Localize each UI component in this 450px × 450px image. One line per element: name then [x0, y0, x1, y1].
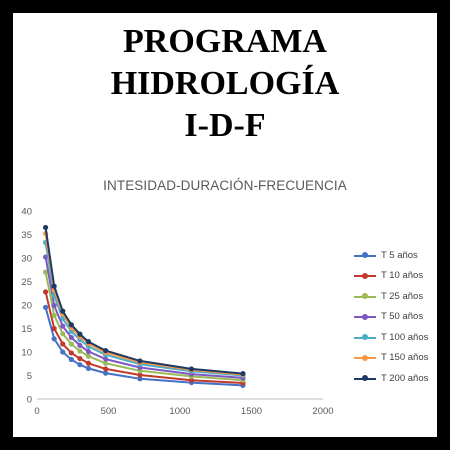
- data-point: [42, 224, 49, 231]
- legend-label: T 25 años: [381, 290, 424, 302]
- program-heading: PROGRAMA HIDROLOGÍA I-D-F: [13, 21, 437, 147]
- series-line-3: [44, 271, 243, 382]
- y-tick-label: 25: [21, 277, 32, 288]
- data-point: [51, 302, 57, 309]
- heading-line-2: HIDROLOGÍA: [110, 65, 340, 102]
- data-point: [188, 377, 195, 383]
- idf-chart: 0 5 10 15 20 25 30 35 40 0 500 1000 1500 2000: [21, 207, 333, 418]
- legend-swatch: [354, 251, 376, 260]
- legend-item-3: T 25 años: [354, 286, 428, 307]
- y-tick-label: 0: [27, 395, 32, 406]
- data-point: [77, 331, 83, 337]
- y-tick-label: 40: [21, 207, 32, 218]
- series-line-1: [44, 307, 243, 387]
- y-tick-label: 10: [21, 348, 32, 359]
- data-point: [85, 348, 92, 355]
- series-line-5: [44, 242, 243, 377]
- x-tick-label: 500: [101, 406, 117, 417]
- legend-label: T 150 años: [381, 352, 429, 364]
- data-point: [60, 323, 66, 329]
- data-point: [42, 304, 49, 310]
- data-point: [103, 347, 109, 354]
- y-tick-label: 35: [21, 230, 32, 241]
- y-tick-label: 15: [21, 324, 32, 335]
- data-point: [85, 353, 92, 359]
- series-line-4: [44, 256, 243, 379]
- legend-label: T 100 años: [381, 331, 429, 343]
- data-point: [103, 360, 109, 366]
- data-point: [85, 360, 92, 366]
- data-point: [60, 349, 66, 355]
- data-point: [51, 283, 57, 289]
- data-point: [103, 356, 109, 362]
- data-point: [103, 366, 109, 372]
- data-point: [51, 325, 57, 332]
- data-point: [77, 355, 83, 362]
- heading-line-1: PROGRAMA: [123, 23, 327, 60]
- chart-legend: T 5 años T 10 años T 25 años T 50 años T 100…: [354, 245, 428, 389]
- y-tick-label: 5: [27, 371, 32, 382]
- data-point: [103, 370, 109, 376]
- y-tick-label: 30: [21, 254, 32, 265]
- data-point: [240, 371, 246, 377]
- series-line-7: [44, 227, 243, 375]
- y-tick-label: 20: [21, 301, 32, 312]
- legend-label: T 10 años: [381, 270, 424, 282]
- data-point: [42, 289, 49, 295]
- data-point: [68, 322, 74, 328]
- legend-swatch: [354, 312, 376, 321]
- x-tick-label: 1500: [241, 406, 262, 417]
- legend-item-1: T 5 años: [354, 245, 428, 266]
- x-tick-label: 0: [34, 406, 39, 417]
- data-point: [85, 365, 92, 372]
- legend-label: T 5 años: [381, 249, 418, 261]
- legend-item-5: T 100 años: [354, 327, 428, 348]
- data-point: [68, 334, 74, 341]
- x-tick-label: 1000: [169, 406, 190, 417]
- data-point: [137, 376, 143, 382]
- legend-swatch: [354, 374, 376, 383]
- legend-label: T 50 años: [381, 311, 424, 323]
- data-point: [137, 372, 143, 378]
- series-line-2: [44, 291, 243, 384]
- series-line-6: [44, 233, 243, 376]
- legend-swatch: [354, 353, 376, 362]
- data-point: [77, 362, 83, 368]
- legend-label: T 200 años: [381, 372, 429, 384]
- data-point: [60, 331, 66, 337]
- legend-swatch: [354, 271, 376, 280]
- data-point: [68, 350, 74, 356]
- heading-line-3: I-D-F: [184, 107, 266, 144]
- data-point: [188, 366, 195, 372]
- data-point: [51, 312, 57, 318]
- data-point: [60, 308, 66, 314]
- data-point: [137, 358, 143, 364]
- data-point: [77, 342, 83, 349]
- data-point: [85, 339, 92, 345]
- x-tick-label: 2000: [312, 406, 333, 417]
- chart-title: INTESIDAD-DURACIÓN-FRECUENCIA: [103, 178, 347, 193]
- chart-card: PROGRAMA HIDROLOGÍA I-D-F INTESIDAD-DURA…: [13, 13, 437, 437]
- data-point: [68, 356, 74, 363]
- data-point: [60, 341, 66, 347]
- data-point: [77, 348, 83, 354]
- data-point: [51, 336, 57, 342]
- data-point: [42, 269, 49, 275]
- legend-swatch: [354, 333, 376, 342]
- legend-item-2: T 10 años: [354, 266, 428, 287]
- legend-item-4: T 50 años: [354, 307, 428, 328]
- legend-swatch: [354, 292, 376, 301]
- data-point: [68, 341, 74, 347]
- legend-item-7: T 200 años: [354, 368, 428, 389]
- legend-item-6: T 150 años: [354, 348, 428, 369]
